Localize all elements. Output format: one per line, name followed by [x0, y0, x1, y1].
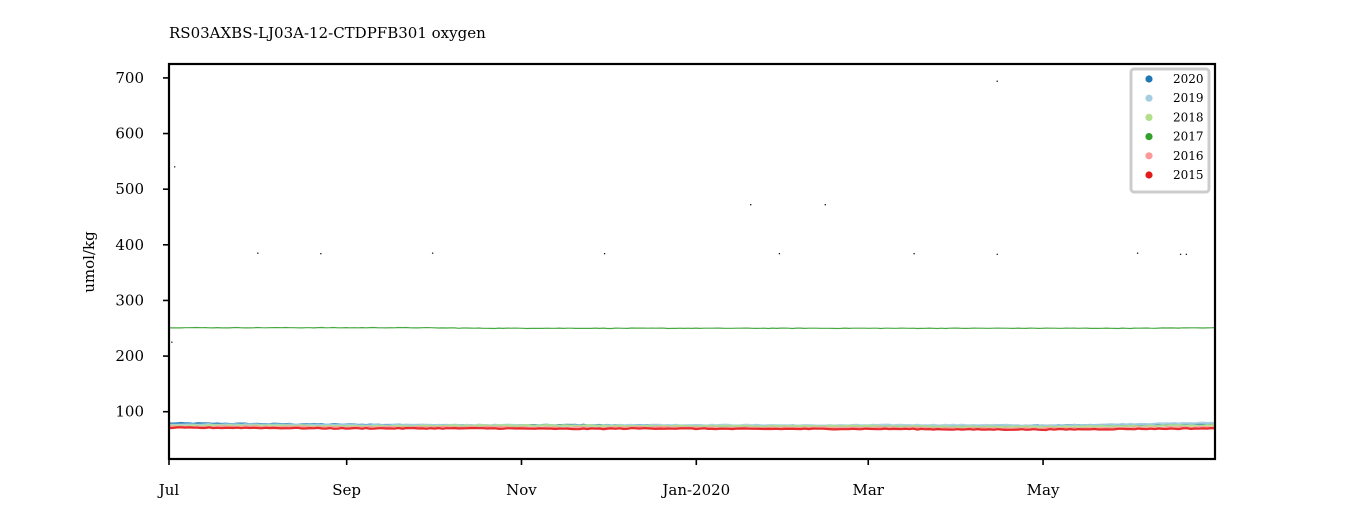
series-line-2015	[169, 426, 1216, 432]
y-tick-label: 200	[115, 347, 144, 365]
legend-marker-2017	[1145, 133, 1153, 141]
x-tick-label: Jan-2020	[660, 481, 730, 499]
chart-title: RS03AXBS-LJ03A-12-CTDPFB301 oxygen	[169, 24, 486, 42]
y-tick-label: 100	[115, 403, 144, 421]
legend-marker-2018	[1145, 113, 1153, 121]
outlier-point	[778, 253, 781, 255]
legend-label-2018: 2018	[1173, 110, 1204, 124]
y-tick-label: 600	[115, 125, 144, 143]
legend-label-2019: 2019	[1173, 91, 1204, 105]
y-tick-label: 500	[115, 180, 144, 198]
plot-area	[168, 80, 1216, 432]
outlier-point	[824, 204, 826, 206]
legend-marker-2015	[1145, 171, 1153, 179]
x-tick-label: May	[1027, 481, 1060, 499]
outlier-point	[750, 204, 752, 206]
outlier-point	[320, 253, 322, 255]
legend-label-2016: 2016	[1173, 149, 1204, 163]
x-tick-label: Mar	[853, 481, 885, 499]
outlier-point	[1179, 253, 1182, 255]
x-tick-label: Jul	[157, 481, 180, 499]
y-axis-label: umol/kg	[80, 231, 98, 293]
legend-label-2015: 2015	[1173, 168, 1204, 182]
y-tick-label: 400	[115, 236, 144, 254]
x-tick-label: Nov	[506, 481, 537, 499]
legend-marker-2019	[1145, 94, 1153, 102]
x-tick-label: Sep	[332, 481, 361, 499]
legend-label-2017: 2017	[1173, 130, 1204, 144]
x-axis: Jul Sep Nov Jan-2020 Mar May	[157, 459, 1060, 499]
outlier-point	[603, 253, 606, 255]
y-axis: 100 200 300 400 500 600 700	[115, 69, 169, 421]
outlier-point	[996, 253, 998, 255]
legend-marker-2016	[1145, 152, 1153, 160]
outlier-point	[1185, 253, 1188, 255]
plot-frame	[167, 62, 1217, 461]
series-line-2017	[169, 326, 1216, 330]
outlier-point	[171, 341, 173, 343]
outlier-point	[257, 252, 259, 254]
y-tick-label: 700	[115, 69, 144, 87]
legend-label-2020: 2020	[1173, 72, 1204, 86]
legend: 2020 2019 2018 2017 2016 2015	[1129, 67, 1211, 194]
outlier-point	[174, 166, 176, 168]
legend-marker-2020	[1145, 75, 1153, 83]
outlier-point	[1136, 252, 1139, 254]
outlier-point	[913, 253, 915, 255]
outlier-point	[996, 80, 998, 82]
y-tick-label: 300	[115, 291, 144, 309]
outlier-point	[431, 252, 434, 254]
